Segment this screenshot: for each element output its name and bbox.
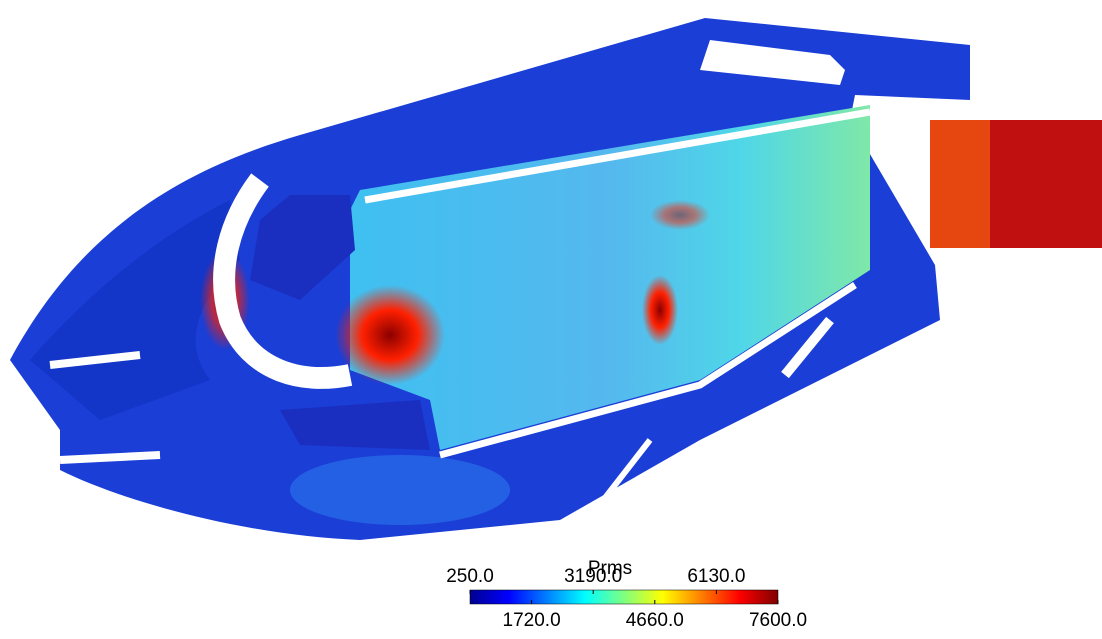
colorbar-scale [469,589,779,605]
tick-label: 3190.0 [564,566,622,587]
colorbar-title: Prms [588,558,632,579]
tick-label: 7600.0 [749,610,807,631]
flow-field [10,18,1102,540]
tick-label: 6130.0 [687,566,745,587]
tick-label: 250.0 [446,566,494,587]
colorbar: Prms [469,558,779,605]
tick-label: 1720.0 [503,610,561,631]
tick-label: 4660.0 [626,610,684,631]
